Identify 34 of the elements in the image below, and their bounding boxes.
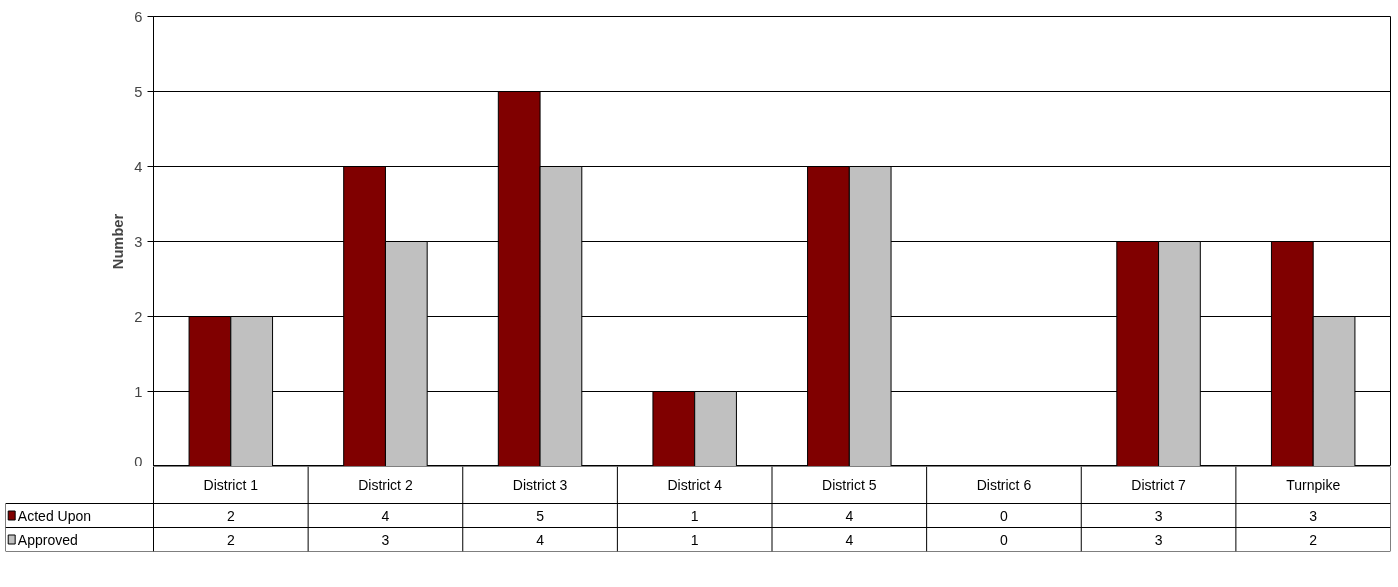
x-tick-label: District 6 [976, 477, 1032, 493]
data-label: 4 [536, 531, 545, 548]
x-tick-label: District 5 [822, 477, 877, 493]
y-tick-label: 2 [134, 308, 143, 325]
data-label: 2 [226, 507, 235, 524]
y-tick-label: 6 [134, 8, 143, 25]
legend-label: Approved [17, 531, 78, 548]
x-tick-label: District 7 [1131, 477, 1186, 493]
data-label: 0 [1000, 507, 1009, 524]
x-tick-label: District 1 [203, 477, 259, 493]
y-tick-label: 1 [134, 383, 143, 400]
data-label: 4 [845, 531, 854, 548]
x-tick-label: District 3 [512, 477, 568, 493]
data-label: 5 [536, 507, 545, 524]
y-tick-label: 3 [134, 233, 143, 250]
data-label: 3 [1309, 507, 1318, 524]
x-tick-label: District 4 [667, 477, 723, 493]
y-tick-label: 0 [134, 453, 143, 470]
data-label: 4 [845, 507, 854, 524]
y-tick-label: 4 [134, 158, 143, 175]
data-label: 2 [226, 531, 235, 548]
x-tick-label: District 2 [358, 477, 413, 493]
data-label: 4 [381, 507, 390, 524]
y-axis-title: Number [110, 213, 127, 270]
data-label: 0 [1000, 531, 1009, 548]
data-label: 3 [381, 531, 390, 548]
data-label: 1 [690, 531, 699, 548]
x-tick-label: Turnpike [1286, 477, 1341, 493]
data-label: 3 [1154, 507, 1163, 524]
y-tick-label: 5 [134, 83, 143, 100]
data-label: 2 [1309, 531, 1318, 548]
data-label: 3 [1154, 531, 1163, 548]
data-label: 1 [690, 507, 699, 524]
legend-label: Acted Upon [17, 507, 92, 524]
